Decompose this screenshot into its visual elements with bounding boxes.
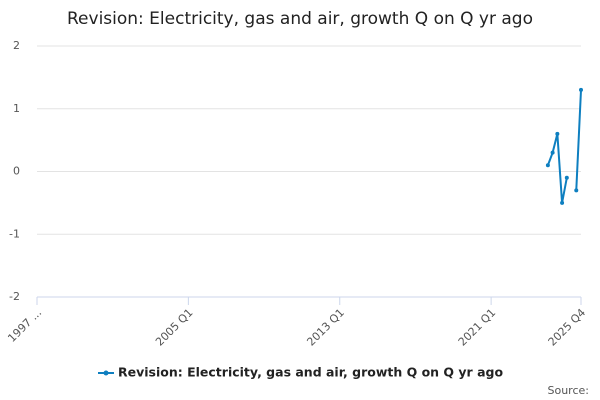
data-point — [555, 131, 560, 136]
data-point — [574, 188, 579, 193]
legend-marker — [103, 370, 109, 376]
data-point — [564, 175, 569, 180]
y-tick-label: -2 — [9, 290, 20, 303]
y-tick-label: 1 — [13, 102, 20, 115]
legend: Revision: Electricity, gas and air, grow… — [98, 365, 503, 380]
data-point — [579, 87, 583, 92]
x-tick-label: 2025 Q4 — [546, 306, 589, 349]
data-point — [545, 163, 550, 168]
chart-title: Revision: Electricity, gas and air, grow… — [67, 9, 533, 29]
y-tick-label: 2 — [13, 39, 20, 52]
series-line — [546, 89, 582, 204]
source: Source: — [548, 384, 590, 397]
x-tick-label: 2005 Q1 — [153, 306, 196, 349]
x-tick-label: 1997 ... — [5, 306, 44, 345]
x-tick-label: 2013 Q1 — [304, 306, 347, 349]
x-tick-label: 2021 Q1 — [456, 306, 499, 349]
y-tick-label: 0 — [13, 165, 20, 178]
data-point — [560, 200, 565, 205]
y-tick-label: -1 — [9, 227, 20, 240]
legend-label: Revision: Electricity, gas and air, grow… — [118, 365, 503, 380]
data-point — [550, 150, 555, 155]
